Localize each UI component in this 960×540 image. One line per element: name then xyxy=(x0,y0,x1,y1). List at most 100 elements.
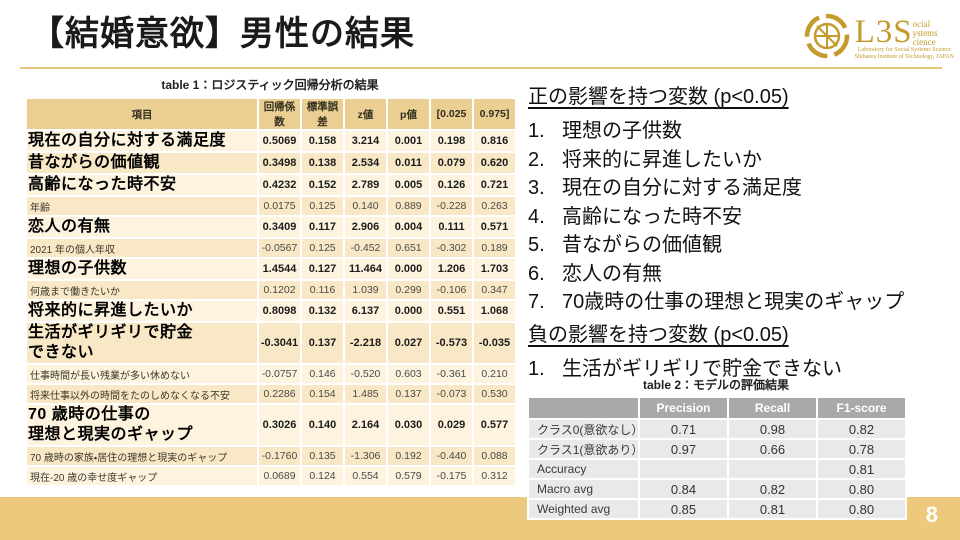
cell-coef: 0.5069 xyxy=(257,129,302,153)
table1-caption: table 1：ロジスティック回帰分析の結果 xyxy=(161,78,379,92)
row-label: 昔ながらの価値観 xyxy=(25,151,259,175)
table1-header-cell: 標準誤差 xyxy=(300,97,345,131)
cell-z: 0.554 xyxy=(343,465,388,487)
cell-p: 0.579 xyxy=(386,465,431,487)
cell-coef: -0.1760 xyxy=(257,445,302,467)
cell-stderr: 0.125 xyxy=(300,237,345,259)
table-row: Macro avg 0.84 0.82 0.80 xyxy=(527,478,907,500)
item-text: 生活がギリギリで貯金できない xyxy=(562,358,842,380)
cell-ci-high: 0.189 xyxy=(472,237,517,259)
cell-precision: 0.71 xyxy=(638,418,729,440)
cell-z: 2.906 xyxy=(343,215,388,239)
item-text: 恋人の有無 xyxy=(562,262,662,285)
evaluation-table: Precision Recall F1-score クラス0(意欲なし） 0.7… xyxy=(527,396,907,520)
table1-header-cell: 0.975] xyxy=(472,97,517,131)
cell-p: 0.000 xyxy=(386,299,431,323)
cell-z: -0.452 xyxy=(343,237,388,259)
item-number: 3. xyxy=(528,177,545,199)
table-row: 生活がギリギリで貯金 できない -0.3041 0.137 -2.218 0.0… xyxy=(25,321,517,365)
table1-header-row: 項目 回帰係数 標準誤差 z値 p値 [0.025 0.975] xyxy=(25,97,517,131)
l3s-logo: L3S ocial ystems cience Laboratory for S… xyxy=(803,12,954,65)
table-row: 何歳まで働きたいか 0.1202 0.116 1.039 0.299 -0.10… xyxy=(25,279,517,301)
table-row: 理想の子供数 1.4544 0.127 11.464 0.000 1.206 1… xyxy=(25,257,517,281)
cell-ci-low: 0.126 xyxy=(429,173,474,197)
cell-ci-high: 0.263 xyxy=(472,195,517,217)
cell-p: 0.603 xyxy=(386,363,431,385)
cell-coef: 1.4544 xyxy=(257,257,302,281)
table-row: クラス1(意欲あり） 0.97 0.66 0.78 xyxy=(527,438,907,460)
cell-p: 0.001 xyxy=(386,129,431,153)
cell-ci-low: 0.111 xyxy=(429,215,474,239)
table2-header-row: Precision Recall F1-score xyxy=(527,396,907,420)
row-label: 恋人の有無 xyxy=(25,215,259,239)
cell-ci-high: 0.721 xyxy=(472,173,517,197)
cell-ci-high: 0.312 xyxy=(472,465,517,487)
cell-p: 0.027 xyxy=(386,321,431,365)
table-row: 70 歳時の仕事の 理想と現実のギャップ 0.3026 0.140 2.164 … xyxy=(25,403,517,447)
table-row: Weighted avg 0.85 0.81 0.80 xyxy=(527,498,907,520)
cell-ci-high: 0.088 xyxy=(472,445,517,467)
positive-effects-heading: 正の影響を持つ変数 (p<0.05) xyxy=(528,86,789,108)
row-label: Macro avg xyxy=(527,478,640,500)
cell-p: 0.005 xyxy=(386,173,431,197)
cell-z: 0.140 xyxy=(343,195,388,217)
cell-stderr: 0.140 xyxy=(300,403,345,447)
cell-ci-high: 0.530 xyxy=(472,383,517,405)
row-label: 将来仕事以外の時間をたのしめなくなる不安 xyxy=(25,383,259,405)
logo-word: ocial xyxy=(912,18,931,29)
row-label: 将来的に昇進したいか xyxy=(25,299,259,323)
table2-header-cell: F1-score xyxy=(816,396,907,420)
cell-coef: 0.3409 xyxy=(257,215,302,239)
cell-f1: 0.82 xyxy=(816,418,907,440)
cell-z: 2.164 xyxy=(343,403,388,447)
page-title: 【結婚意欲】男性の結果 xyxy=(30,15,415,53)
cell-stderr: 0.146 xyxy=(300,363,345,385)
cell-stderr: 0.116 xyxy=(300,279,345,301)
table-row: 恋人の有無 0.3409 0.117 2.906 0.004 0.111 0.5… xyxy=(25,215,517,239)
cell-z: 2.789 xyxy=(343,173,388,197)
cell-coef: 0.3498 xyxy=(257,151,302,175)
table-row: 将来仕事以外の時間をたのしめなくなる不安 0.2286 0.154 1.485 … xyxy=(25,383,517,405)
cell-coef: 0.8098 xyxy=(257,299,302,323)
cell-stderr: 0.135 xyxy=(300,445,345,467)
cell-ci-low: 0.029 xyxy=(429,403,474,447)
cell-f1: 0.80 xyxy=(816,478,907,500)
row-label: 70 歳時の仕事の 理想と現実のギャップ xyxy=(25,403,259,447)
negative-effects-heading: 負の影響を持つ変数 (p<0.05) xyxy=(528,324,789,346)
cell-ci-low: 0.079 xyxy=(429,151,474,175)
cell-z: 6.137 xyxy=(343,299,388,323)
logo-tagline: Shibaura Institute of Technology, JAPAN xyxy=(854,53,954,60)
list-item: 5. 昔ながらの価値観 xyxy=(528,231,953,260)
row-label: 現在の自分に対する満足度 xyxy=(25,129,259,153)
negative-effects-section: 負の影響を持つ変数 (p<0.05) 1. 生活がギリギリで貯金できない xyxy=(528,318,953,384)
cell-coef: 0.3026 xyxy=(257,403,302,447)
cell-ci-high: 1.068 xyxy=(472,299,517,323)
row-label: 70 歳時の家族・居住の理想と現実のギャップ xyxy=(25,445,259,467)
logo-monogram: L3S xyxy=(854,13,913,50)
cell-stderr: 0.127 xyxy=(300,257,345,281)
cell-ci-low: -0.228 xyxy=(429,195,474,217)
cell-stderr: 0.137 xyxy=(300,321,345,365)
cell-f1: 0.81 xyxy=(816,458,907,480)
table-row: 高齢になった時不安 0.4232 0.152 2.789 0.005 0.126… xyxy=(25,173,517,197)
table-row: 70 歳時の家族・居住の理想と現実のギャップ -0.1760 0.135 -1.… xyxy=(25,445,517,467)
cell-p: 0.192 xyxy=(386,445,431,467)
cell-p: 0.030 xyxy=(386,403,431,447)
cell-ci-high: 0.571 xyxy=(472,215,517,239)
table-row: 年齢 0.0175 0.125 0.140 0.889 -0.228 0.263 xyxy=(25,195,517,217)
cell-ci-high: 0.620 xyxy=(472,151,517,175)
cell-z: -0.520 xyxy=(343,363,388,385)
cell-precision xyxy=(638,458,729,480)
cell-z: 3.214 xyxy=(343,129,388,153)
table2-header-cell: Precision xyxy=(638,396,729,420)
page-number: 8 xyxy=(925,502,938,527)
regression-table: 項目 回帰係数 標準誤差 z値 p値 [0.025 0.975] 現在の自分に対… xyxy=(25,97,517,487)
list-item: 4. 高齢になった時不安 xyxy=(528,203,953,232)
cell-z: -2.218 xyxy=(343,321,388,365)
cell-ci-high: 0.347 xyxy=(472,279,517,301)
cell-coef: -0.0567 xyxy=(257,237,302,259)
cell-recall: 0.66 xyxy=(727,438,818,460)
row-label: 現在-20 歳の幸せ度ギャップ xyxy=(25,465,259,487)
item-number: 4. xyxy=(528,205,545,228)
